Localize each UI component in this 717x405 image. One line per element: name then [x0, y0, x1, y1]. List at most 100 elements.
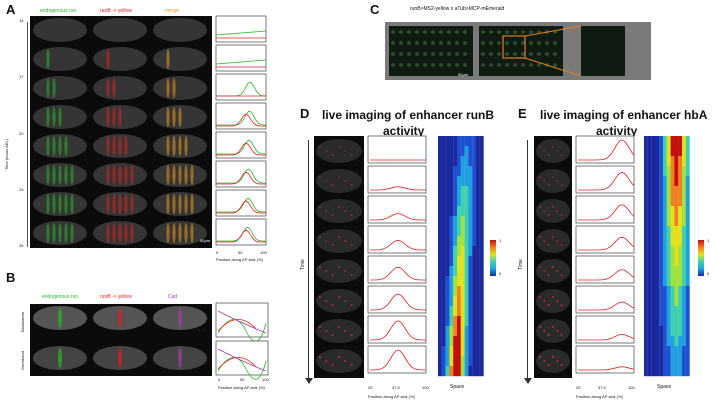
kymograph-cell	[651, 256, 656, 267]
kymograph-cell	[472, 326, 477, 337]
panel-a-channel-reporter: runB -> yellow	[100, 8, 132, 14]
kymograph-cell	[674, 226, 679, 237]
transcription-spot	[325, 299, 328, 303]
panel-d-colorbar-min: 0	[499, 271, 502, 276]
kymograph-cell	[472, 246, 477, 257]
kymograph-cell	[438, 276, 442, 287]
panel-a-x-tick-0: 0	[216, 250, 219, 255]
nucleus	[545, 41, 549, 45]
kymograph-cell	[644, 296, 648, 307]
kymograph-cell	[674, 156, 679, 167]
reporter-curve	[217, 357, 257, 370]
kymograph-cell	[460, 146, 465, 157]
nucleus	[553, 63, 557, 67]
kymograph-cell	[438, 316, 442, 327]
nucleus	[407, 63, 411, 67]
nucleus	[423, 52, 427, 56]
kymograph-cell	[678, 186, 683, 197]
nucleus	[529, 30, 533, 34]
transcription-spot	[331, 303, 334, 307]
kymograph-cell	[445, 246, 450, 257]
kymograph-cell	[476, 136, 480, 147]
stripe-signal	[178, 165, 182, 185]
stripe-signal	[46, 136, 50, 156]
transcription-spot	[318, 265, 322, 269]
kymograph-cell	[670, 276, 675, 287]
kymograph-cell	[685, 226, 690, 237]
endogenous-curve	[216, 139, 267, 155]
panel-a-scale-bar: 50µm	[200, 238, 211, 243]
kymograph-cell	[655, 356, 660, 367]
nucleus	[431, 52, 435, 56]
kymograph-cell	[441, 196, 446, 207]
activity-curve	[578, 139, 635, 161]
kymograph-cell	[670, 266, 675, 277]
kymograph-cell	[468, 306, 473, 317]
kymograph-cell	[441, 166, 446, 177]
kymograph-cell	[479, 136, 484, 147]
kymograph-cell	[441, 146, 446, 157]
kymograph-cell	[647, 186, 652, 197]
kymograph-cell	[464, 236, 469, 247]
kymograph-cell	[460, 156, 465, 167]
stripe-signal	[106, 136, 110, 156]
transcription-spot	[538, 205, 542, 209]
transcription-spot	[556, 299, 559, 303]
kymograph-cell	[674, 286, 679, 297]
kymograph-cell	[670, 346, 675, 357]
kymograph-cell	[647, 146, 652, 157]
transcription-spot	[538, 295, 542, 299]
profile-plot-frame	[367, 315, 427, 344]
kymograph-cell	[644, 196, 648, 207]
transcription-spot	[331, 213, 334, 217]
kymograph-cell	[663, 266, 667, 277]
nucleus	[497, 41, 501, 45]
panel-d-title-line1: live imaging of enhancer runB	[322, 108, 495, 122]
kymograph-cell	[644, 276, 648, 287]
embryo-image	[153, 76, 207, 100]
kymograph-cell	[666, 136, 671, 147]
stripe-signal	[124, 223, 128, 243]
kymograph-cell	[479, 336, 484, 347]
kymograph-cell	[651, 286, 656, 297]
profile-plot-frame	[575, 315, 635, 344]
transcription-spot	[556, 329, 559, 333]
kymograph-cell	[457, 266, 461, 277]
transcription-spot	[350, 183, 353, 187]
stripe-signal	[70, 194, 74, 214]
kymograph-cell	[659, 196, 664, 207]
activity-curve	[370, 293, 426, 311]
kymograph-cell	[659, 336, 664, 347]
embryo-frame	[316, 259, 362, 283]
stripe-signal	[124, 136, 128, 156]
endogenous-curve	[216, 168, 266, 184]
kymograph-cell	[678, 196, 683, 207]
kymograph-cell	[441, 316, 446, 327]
kymograph-cell	[682, 306, 686, 317]
kymograph-cell	[479, 196, 484, 207]
transcription-spot	[538, 265, 542, 269]
kymograph-cell	[453, 306, 458, 317]
kymograph-cell	[445, 236, 450, 247]
kymograph-cell	[453, 296, 458, 307]
kymograph-cell	[449, 316, 454, 327]
kymograph-cell	[670, 196, 675, 207]
kymograph-cell	[464, 336, 469, 347]
transcription-spot	[556, 149, 559, 153]
transcription-spot	[318, 355, 322, 359]
kymograph-cell	[449, 136, 454, 147]
kymograph-cell	[644, 166, 648, 177]
kymograph-cell	[682, 286, 686, 297]
nucleus	[399, 52, 403, 56]
kymograph-cell	[453, 236, 458, 247]
stripe-signal	[64, 136, 68, 156]
transcription-spot	[331, 183, 334, 187]
activity-curve	[578, 204, 635, 221]
activity-curve	[578, 366, 635, 371]
profile-plot-frame	[575, 225, 635, 254]
kymograph-cell	[476, 306, 480, 317]
kymograph-cell	[644, 286, 648, 297]
stripe-signal	[46, 49, 50, 69]
kymograph-cell	[674, 316, 679, 327]
kymograph-cell	[647, 156, 652, 167]
